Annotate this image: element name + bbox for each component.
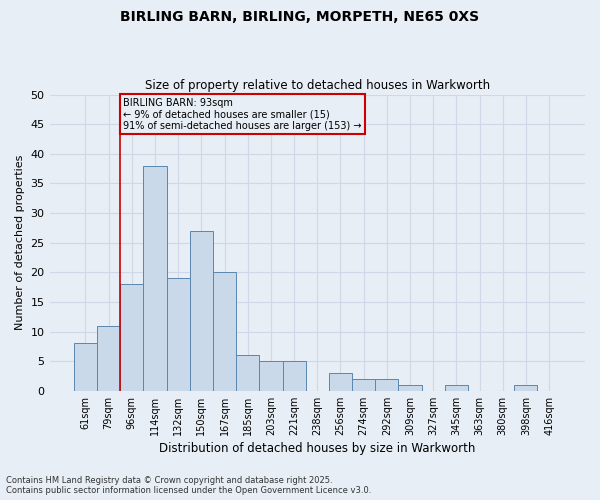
Bar xyxy=(120,284,143,391)
Bar xyxy=(236,356,259,391)
Bar xyxy=(97,326,120,391)
X-axis label: Distribution of detached houses by size in Warkworth: Distribution of detached houses by size … xyxy=(159,442,475,455)
Text: Contains HM Land Registry data © Crown copyright and database right 2025.
Contai: Contains HM Land Registry data © Crown c… xyxy=(6,476,371,495)
Bar xyxy=(398,385,422,391)
Bar xyxy=(167,278,190,391)
Y-axis label: Number of detached properties: Number of detached properties xyxy=(15,155,25,330)
Bar xyxy=(283,361,305,391)
Bar xyxy=(375,379,398,391)
Text: BIRLING BARN, BIRLING, MORPETH, NE65 0XS: BIRLING BARN, BIRLING, MORPETH, NE65 0XS xyxy=(121,10,479,24)
Bar xyxy=(213,272,236,391)
Bar xyxy=(514,385,538,391)
Bar xyxy=(259,361,283,391)
Bar xyxy=(190,231,213,391)
Bar xyxy=(74,344,97,391)
Bar xyxy=(329,373,352,391)
Bar xyxy=(352,379,375,391)
Bar xyxy=(143,166,167,391)
Title: Size of property relative to detached houses in Warkworth: Size of property relative to detached ho… xyxy=(145,79,490,92)
Bar xyxy=(445,385,468,391)
Text: BIRLING BARN: 93sqm
← 9% of detached houses are smaller (15)
91% of semi-detache: BIRLING BARN: 93sqm ← 9% of detached hou… xyxy=(123,98,362,130)
